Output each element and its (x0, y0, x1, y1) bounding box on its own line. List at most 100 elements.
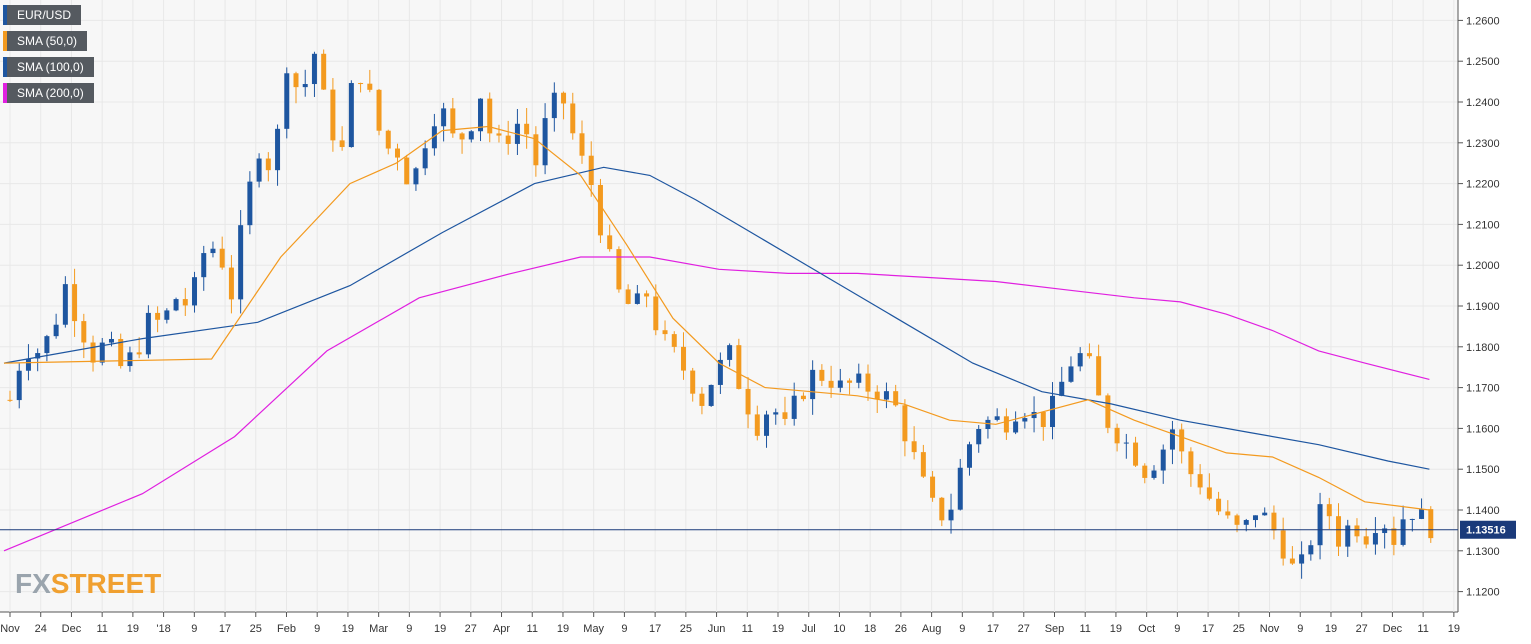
y-tick-label: 1.2100 (1466, 219, 1500, 231)
candle (856, 363, 862, 389)
candle-body (847, 380, 853, 383)
candle (1050, 382, 1056, 440)
x-tick-label: 17 (219, 623, 231, 635)
candle (865, 364, 871, 401)
candle (1003, 408, 1009, 440)
candle-body (579, 133, 585, 156)
legend-item-sma200[interactable]: SMA (200,0) (3, 83, 94, 103)
candle-body (136, 352, 142, 355)
candle (717, 352, 723, 394)
candle (155, 306, 161, 333)
candle (1096, 344, 1102, 396)
candle-body (376, 89, 382, 131)
candle-body (1289, 558, 1295, 564)
candle (1188, 447, 1194, 487)
legend-item-sma50[interactable]: SMA (50,0) (3, 31, 88, 51)
candle (727, 343, 733, 367)
candle (1308, 540, 1314, 561)
candle (90, 335, 96, 372)
candle-body (773, 412, 779, 415)
candle-body (1317, 504, 1323, 546)
candle-body (1409, 518, 1415, 520)
candle (690, 367, 696, 402)
sma-50-line (3, 125, 1430, 511)
candle (145, 305, 151, 359)
candle-body (422, 148, 428, 169)
candle-body (551, 92, 557, 119)
candle-body (1050, 395, 1056, 428)
candle (210, 241, 216, 258)
candle-body (597, 184, 603, 236)
candle (708, 384, 714, 407)
x-tick-label: 9 (1174, 623, 1180, 635)
candle (284, 67, 290, 139)
candle-body (339, 140, 345, 148)
candle-body (533, 134, 539, 166)
candle (219, 236, 225, 270)
candle (524, 108, 530, 149)
candle (136, 337, 142, 359)
candle (966, 441, 972, 476)
candle-body (1271, 512, 1277, 531)
candle (367, 69, 373, 93)
candle (597, 178, 603, 243)
x-tick-label: 17 (987, 623, 999, 635)
candle-body (450, 108, 456, 134)
candle-body (902, 405, 908, 442)
candle-body (487, 98, 493, 134)
candle-body (228, 267, 234, 300)
candle (985, 416, 991, 439)
x-tick-label: 17 (1202, 623, 1214, 635)
candle (1206, 473, 1212, 501)
candle-body (1013, 421, 1019, 433)
candle-body (736, 345, 742, 389)
x-tick-label: May (583, 623, 604, 635)
candle (1013, 411, 1019, 435)
candle-body (201, 253, 207, 278)
y-tick-label: 1.1400 (1466, 505, 1500, 517)
candle (625, 284, 631, 305)
candle (413, 166, 419, 191)
candle-body (302, 84, 308, 88)
last-price-tag (1460, 520, 1516, 539)
candle-body (238, 225, 244, 300)
x-tick-label: '18 (156, 623, 170, 635)
candle (1114, 423, 1120, 452)
candle-body (856, 373, 862, 383)
candle-body (1262, 512, 1268, 516)
candle-body (1345, 525, 1351, 547)
sma-200-line (3, 256, 1430, 552)
x-tick-label: 18 (864, 623, 876, 635)
candle (883, 382, 889, 409)
legend-item-eurusd[interactable]: EUR/USD (3, 5, 82, 25)
candle-body (192, 277, 198, 306)
x-tick-label: 19 (127, 623, 139, 635)
candle (764, 410, 770, 448)
x-tick-label: 19 (1110, 623, 1122, 635)
legend-swatch-eurusd (3, 5, 7, 25)
candle (1243, 518, 1249, 532)
x-tick-label: Sep (1045, 623, 1065, 635)
candle-body (717, 359, 723, 385)
candle-body (468, 131, 474, 140)
legend-swatch-sma50 (3, 31, 7, 51)
candle-body (478, 98, 484, 132)
candle-body (948, 509, 954, 521)
candle-body (1040, 411, 1046, 428)
candle-body (708, 384, 714, 406)
candle (256, 153, 262, 188)
candle-body (810, 369, 816, 400)
candle (1133, 436, 1139, 467)
legend-item-sma100[interactable]: SMA (100,0) (3, 57, 94, 77)
candle-body (570, 103, 576, 134)
x-tick-label: 11 (527, 623, 538, 635)
candle-body (994, 416, 1000, 420)
candle (847, 378, 853, 395)
candle (1216, 491, 1222, 516)
candle (1068, 356, 1074, 383)
candle (192, 271, 198, 313)
candle-body (127, 352, 133, 367)
candle (948, 493, 954, 534)
x-tick-label: Jul (802, 623, 816, 635)
candle-body (1169, 429, 1175, 450)
